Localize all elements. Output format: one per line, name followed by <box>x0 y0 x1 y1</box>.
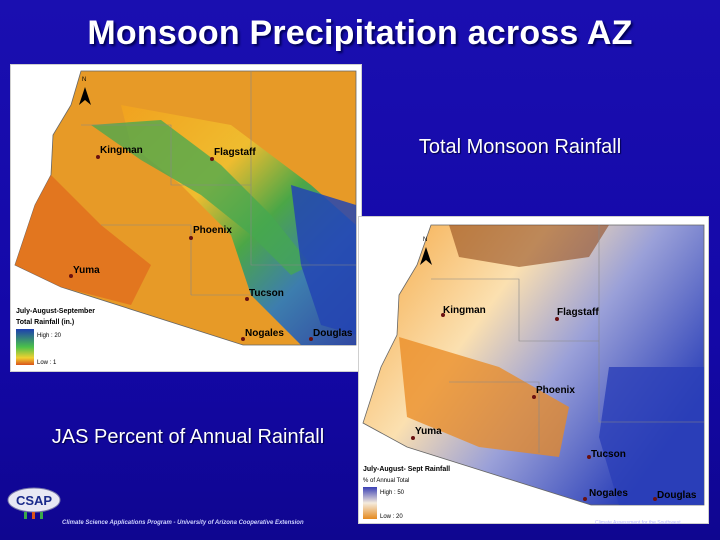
north-arrow-icon: N <box>79 77 91 105</box>
west-desert <box>15 175 151 305</box>
caption-percent-annual: JAS Percent of Annual Rainfall <box>51 426 325 448</box>
svg-text:% of Annual Total: % of Annual Total <box>363 478 409 484</box>
svg-text:July-August-September: July-August-September <box>16 308 95 315</box>
svg-text:Yuma: Yuma <box>415 426 442 437</box>
svg-text:N: N <box>82 77 86 83</box>
city-tucson-right: Tucson <box>587 449 626 460</box>
total-rainfall-map-svg: N Kingman Flagstaff Phoenix Yuma Tucson … <box>14 70 357 366</box>
southeast-blue <box>599 367 704 505</box>
svg-text:Flagstaff: Flagstaff <box>557 307 599 318</box>
city-kingman-right: Kingman <box>441 305 486 317</box>
svg-text:Nogales: Nogales <box>245 328 284 339</box>
svg-text:Kingman: Kingman <box>443 305 486 316</box>
city-phoenix-right: Phoenix <box>532 385 575 399</box>
caption-total-rainfall: Total Monsoon Rainfall <box>418 136 622 158</box>
slide-title: Monsoon Precipitation across AZ <box>87 14 633 52</box>
percent-annual-map: N Kingman Flagstaff Phoenix Yuma Tucson … <box>358 216 709 524</box>
svg-text:N: N <box>423 237 427 243</box>
city-yuma: Yuma <box>69 265 100 278</box>
central-orange <box>399 337 569 457</box>
svg-text:Low : 20: Low : 20 <box>380 514 403 520</box>
svg-text:CSAP: CSAP <box>16 493 52 508</box>
total-rainfall-legend: July-August-September Total Rainfall (in… <box>16 308 95 366</box>
csap-logo: CSAP <box>6 486 62 520</box>
percent-annual-map-svg: N Kingman Flagstaff Phoenix Yuma Tucson … <box>362 224 705 520</box>
city-tucson: Tucson <box>245 288 284 301</box>
city-yuma-right: Yuma <box>411 426 442 440</box>
city-douglas: Douglas <box>309 328 353 341</box>
city-flagstaff-right: Flagstaff <box>555 307 599 321</box>
city-flagstaff: Flagstaff <box>210 147 256 161</box>
svg-text:Low : 1: Low : 1 <box>37 360 57 366</box>
north-brown-band <box>449 225 609 267</box>
blue-core <box>291 185 356 335</box>
svg-text:Phoenix: Phoenix <box>193 225 232 236</box>
percent-legend: July-August- Sept Rainfall % of Annual T… <box>363 466 450 520</box>
svg-text:Total Rainfall (in.): Total Rainfall (in.) <box>16 319 74 326</box>
city-phoenix: Phoenix <box>189 225 232 240</box>
footer-credit: Climate Science Applications Program - U… <box>62 520 304 526</box>
svg-text:Tucson: Tucson <box>591 449 626 460</box>
svg-text:High : 20: High : 20 <box>37 333 62 339</box>
total-rainfall-map: N Kingman Flagstaff Phoenix Yuma Tucson … <box>10 64 362 372</box>
north-arrow-icon-right: N <box>420 237 432 265</box>
svg-text:Douglas: Douglas <box>313 328 353 339</box>
svg-text:Kingman: Kingman <box>100 145 143 156</box>
footer-bar: Climate Science Applications Program - U… <box>0 514 720 540</box>
city-nogales-right: Nogales <box>583 488 628 501</box>
svg-text:Phoenix: Phoenix <box>536 385 575 396</box>
svg-text:Tucson: Tucson <box>249 288 284 299</box>
svg-text:Flagstaff: Flagstaff <box>214 147 256 158</box>
svg-text:July-August- Sept Rainfall: July-August- Sept Rainfall <box>363 466 450 473</box>
city-kingman: Kingman <box>96 145 143 159</box>
footer-right-credit: Climate Assessment for the Southwest <box>595 520 681 526</box>
svg-text:Nogales: Nogales <box>589 488 628 499</box>
svg-text:Yuma: Yuma <box>73 265 100 276</box>
city-nogales: Nogales <box>241 328 284 341</box>
svg-text:High : 50: High : 50 <box>380 490 405 496</box>
city-douglas-right: Douglas <box>653 490 697 501</box>
svg-text:Douglas: Douglas <box>657 490 697 501</box>
county-lines <box>81 71 356 296</box>
county-lines-right <box>431 225 704 453</box>
mountain-band <box>91 120 311 275</box>
